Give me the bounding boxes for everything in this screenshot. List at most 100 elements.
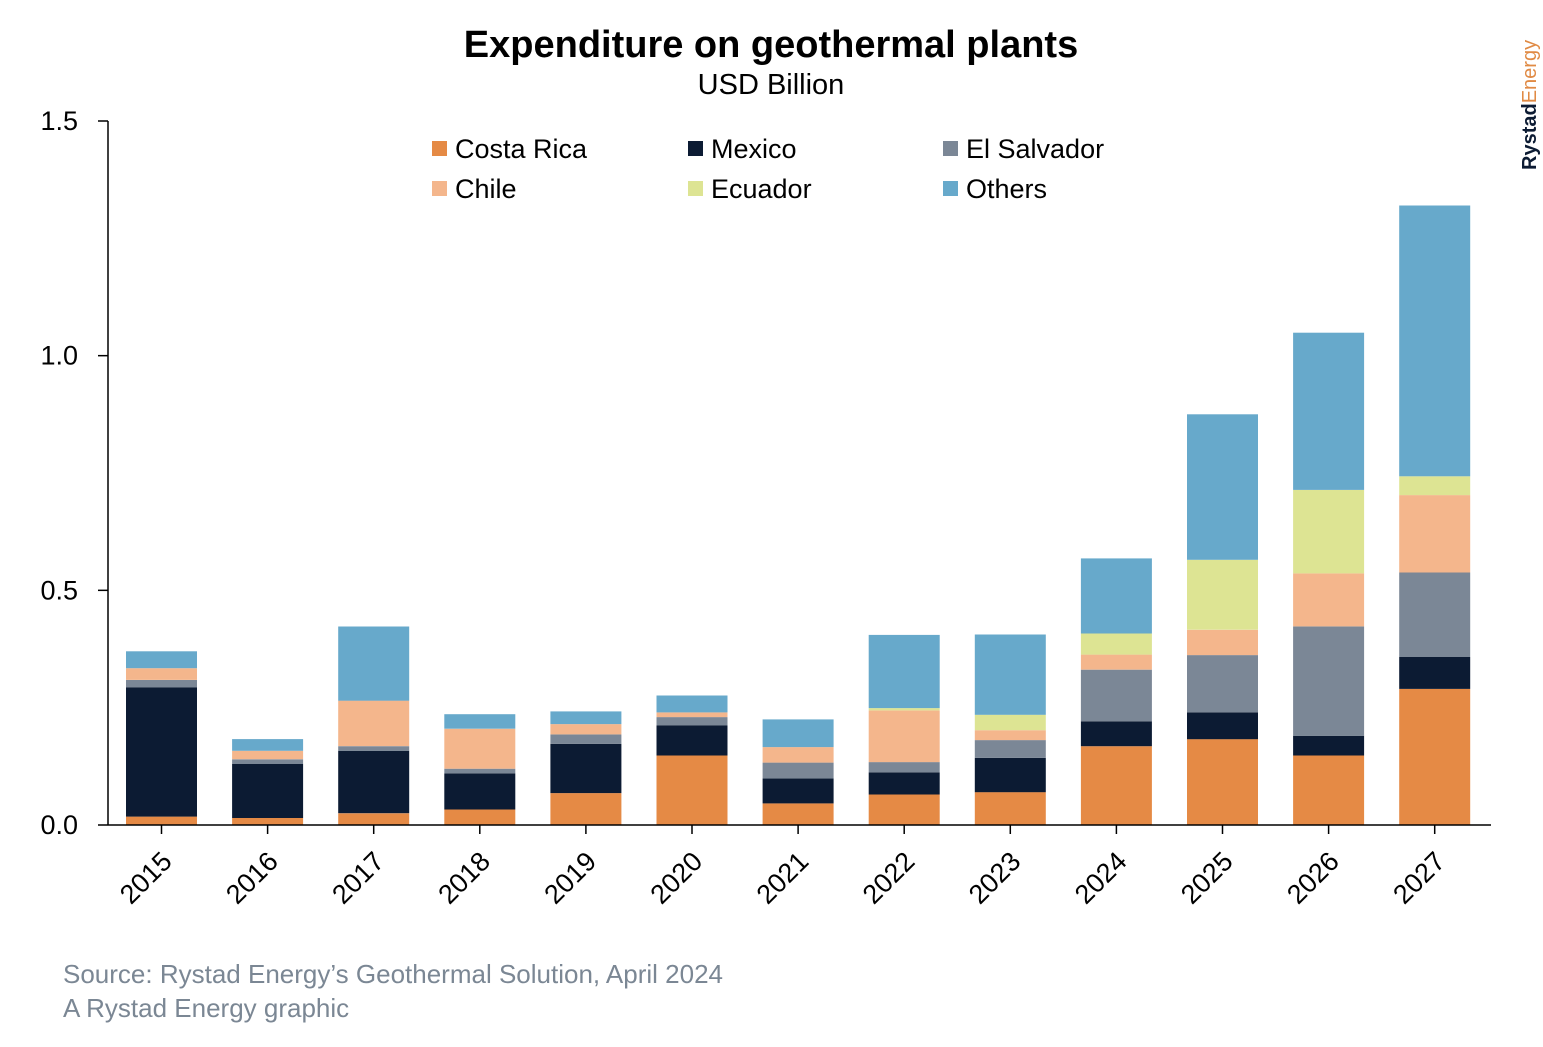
y-tick-label: 0.5 — [40, 575, 78, 605]
svg-text:RystadEnergy: RystadEnergy — [1519, 40, 1541, 170]
source-note: Source: Rystad Energy’s Geothermal Solut… — [63, 959, 723, 989]
bar-segment-el-salvador-2025 — [1187, 655, 1258, 713]
bar-segment-chile-2016 — [232, 750, 304, 760]
bar-segment-others-2021 — [762, 719, 834, 748]
bar-segment-chile-2018 — [444, 728, 516, 769]
bar-segment-chile-2026 — [1293, 573, 1365, 627]
bar-segment-costa-rica-2015 — [126, 816, 197, 825]
bar-segment-others-2018 — [444, 714, 516, 729]
legend-label: Chile — [455, 174, 517, 204]
y-tick-label: 1.0 — [40, 341, 78, 371]
bar-segment-others-2024 — [1080, 558, 1152, 634]
bar-segment-costa-rica-2018 — [444, 809, 516, 825]
bar-segment-mexico-2027 — [1399, 657, 1471, 689]
bar-segment-chile-2021 — [762, 747, 834, 763]
bar-segment-costa-rica-2025 — [1187, 739, 1258, 825]
legend-item-ecuador: Ecuador — [688, 174, 812, 204]
y-tick-label: 0.0 — [40, 810, 78, 840]
bar-segment-mexico-2021 — [762, 778, 834, 804]
bar-segment-el-salvador-2022 — [868, 762, 940, 773]
legend-label: Ecuador — [711, 174, 812, 204]
bar-segment-others-2020 — [656, 695, 728, 713]
legend-swatch — [688, 181, 703, 196]
legend-swatch — [688, 141, 703, 156]
legend-swatch — [943, 141, 958, 156]
bar-segment-others-2027 — [1399, 205, 1471, 477]
legend-item-el-salvador: El Salvador — [943, 134, 1104, 164]
x-tick-label: 2025 — [1175, 846, 1239, 910]
bar-segment-chile-2015 — [126, 668, 197, 680]
bars — [126, 205, 1471, 825]
bar-segment-mexico-2016 — [232, 764, 304, 818]
legend-swatch — [943, 181, 958, 196]
graphic-credit: A Rystad Energy graphic — [63, 993, 349, 1023]
bar-segment-others-2023 — [974, 634, 1046, 715]
legend-swatch — [432, 181, 447, 196]
bar-segment-el-salvador-2021 — [762, 762, 834, 779]
bar-segment-ecuador-2026 — [1293, 489, 1365, 574]
legend-label: Mexico — [711, 134, 797, 164]
bar-segment-mexico-2019 — [550, 743, 622, 794]
bar-segment-chile-2020 — [656, 712, 728, 718]
bar-segment-costa-rica-2017 — [338, 813, 410, 825]
x-tick-label: 2023 — [963, 846, 1027, 910]
bar-segment-costa-rica-2020 — [656, 755, 728, 825]
chart-subtitle: USD Billion — [698, 69, 845, 101]
logo-part-rystad: Rystad — [1519, 103, 1541, 170]
legend-swatch — [432, 141, 447, 156]
bar-segment-mexico-2025 — [1187, 712, 1258, 740]
bar-segment-mexico-2018 — [444, 773, 516, 810]
bar-segment-costa-rica-2016 — [232, 818, 304, 825]
bar-segment-others-2022 — [868, 634, 940, 709]
bar-segment-mexico-2024 — [1080, 721, 1152, 747]
bar-segment-mexico-2023 — [974, 757, 1046, 793]
bar-segment-chile-2024 — [1080, 654, 1152, 670]
bar-segment-costa-rica-2026 — [1293, 755, 1365, 825]
legend-item-others: Others — [943, 174, 1047, 204]
x-tick-label: 2027 — [1387, 846, 1451, 910]
logo-part-energy: Energy — [1519, 40, 1541, 103]
chart-title: Expenditure on geothermal plants — [464, 24, 1078, 66]
x-tick-label: 2020 — [645, 846, 709, 910]
bar-segment-others-2025 — [1187, 414, 1258, 560]
bar-segment-el-salvador-2020 — [656, 717, 728, 726]
bar-segment-chile-2027 — [1399, 495, 1471, 573]
bar-segment-mexico-2017 — [338, 750, 410, 814]
x-tick-label: 2021 — [751, 846, 815, 910]
bar-segment-el-salvador-2023 — [974, 740, 1046, 758]
x-tick-label: 2024 — [1069, 846, 1133, 910]
bar-segment-chile-2025 — [1187, 629, 1258, 656]
y-tick-label: 1.5 — [40, 106, 78, 136]
bar-segment-costa-rica-2021 — [762, 803, 834, 825]
bar-segment-mexico-2026 — [1293, 735, 1365, 756]
bar-segment-chile-2019 — [550, 724, 622, 735]
bar-segment-mexico-2022 — [868, 772, 940, 795]
bar-segment-el-salvador-2024 — [1080, 669, 1152, 722]
x-tick-label: 2018 — [432, 846, 496, 910]
bar-segment-mexico-2015 — [126, 687, 197, 817]
bar-segment-el-salvador-2027 — [1399, 572, 1471, 657]
legend-label: El Salvador — [966, 134, 1104, 164]
legend-label: Costa Rica — [455, 134, 588, 164]
x-tick-label: 2022 — [857, 846, 921, 910]
bar-segment-mexico-2020 — [656, 725, 728, 756]
bar-segment-ecuador-2027 — [1399, 476, 1471, 496]
bar-segment-ecuador-2024 — [1080, 633, 1152, 655]
rystad-energy-logo: RystadEnergy — [1519, 40, 1541, 170]
bar-segment-costa-rica-2024 — [1080, 746, 1152, 825]
bar-segment-others-2026 — [1293, 332, 1365, 490]
bar-segment-others-2015 — [126, 651, 197, 669]
bar-segment-el-salvador-2026 — [1293, 626, 1365, 736]
legend-item-chile: Chile — [432, 174, 517, 204]
bar-segment-el-salvador-2016 — [232, 759, 304, 764]
bar-segment-others-2019 — [550, 711, 622, 725]
bar-segment-ecuador-2022 — [868, 708, 940, 711]
bar-segment-others-2016 — [232, 739, 304, 751]
legend-item-costa-rica: Costa Rica — [432, 134, 588, 164]
bar-segment-costa-rica-2027 — [1399, 688, 1471, 825]
legend-item-mexico: Mexico — [688, 134, 797, 164]
bar-segment-others-2017 — [338, 626, 410, 701]
bar-segment-el-salvador-2019 — [550, 734, 622, 744]
bar-segment-ecuador-2023 — [974, 714, 1046, 731]
